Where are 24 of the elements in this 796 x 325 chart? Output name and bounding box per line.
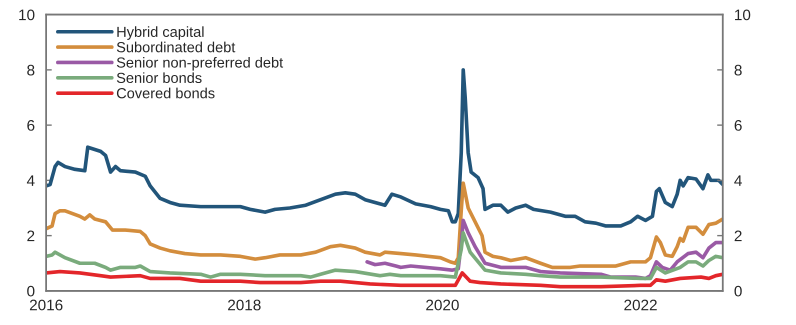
x-tick-label: 2022 — [624, 300, 657, 310]
legend-label: Hybrid capital — [117, 26, 204, 40]
y-tick-label: 10 — [19, 9, 34, 20]
y2-tick-label: 0 — [734, 286, 742, 297]
x-tick-label: 2016 — [30, 300, 62, 310]
y-tick-label: 4 — [26, 175, 35, 186]
line-series — [46, 181, 723, 270]
y-tick-label: 6 — [27, 120, 34, 131]
x-tick-label: 2018 — [228, 300, 261, 310]
legend-label: Senior bonds — [116, 72, 202, 84]
legend-label: Senior non-preferred debt — [116, 56, 284, 71]
y2-tick-label: 4 — [734, 175, 742, 186]
y-tick-label: 2 — [27, 230, 34, 242]
y2-tick-label: 6 — [734, 120, 742, 131]
legend-label: Covered bonds — [116, 88, 215, 98]
y2-tick-label: 10 — [735, 9, 750, 20]
x-tick-label: 2020 — [426, 300, 459, 310]
line-series — [46, 231, 723, 280]
y2-tick-label: 2 — [734, 230, 742, 242]
line-series — [46, 270, 723, 289]
y2-tick-label: 8 — [734, 64, 742, 76]
y-tick-label: 0 — [27, 286, 34, 297]
y-tick-label: 8 — [27, 64, 34, 76]
legend-label: Subordinated debt — [116, 42, 236, 52]
